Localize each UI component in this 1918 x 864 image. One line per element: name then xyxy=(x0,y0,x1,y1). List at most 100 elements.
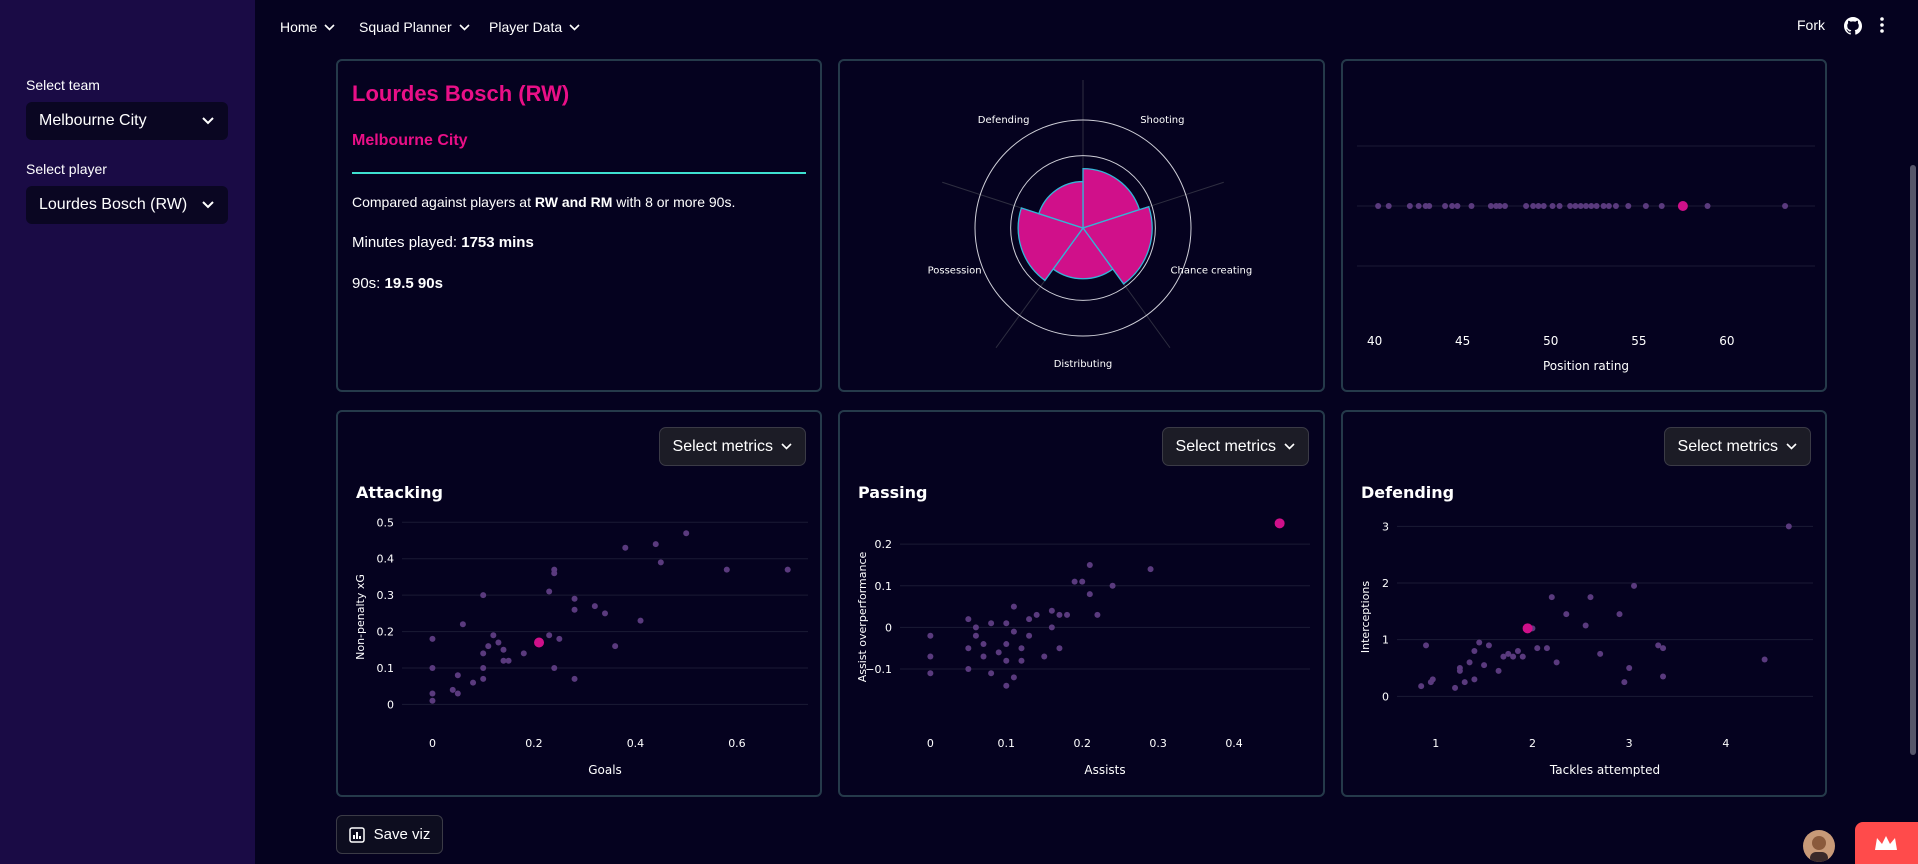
scatter-point xyxy=(723,566,730,573)
scatter-point xyxy=(1079,578,1086,585)
scatter-point xyxy=(612,643,619,650)
scatter-point xyxy=(1476,639,1483,646)
streamlit-badge[interactable] xyxy=(1855,822,1918,864)
save-viz-button[interactable]: Save viz xyxy=(336,815,443,854)
scatter-point xyxy=(972,632,979,639)
nav-squad-planner[interactable]: Squad Planner xyxy=(359,19,470,35)
scatter-point xyxy=(1631,582,1638,589)
save-viz-label: Save viz xyxy=(373,826,431,843)
scatter-point xyxy=(1418,683,1425,690)
rating-highlight-point xyxy=(1677,201,1688,211)
comparison-suffix: with 8 or more 90s. xyxy=(612,194,736,210)
scatter-point xyxy=(927,632,934,639)
avatar[interactable] xyxy=(1803,830,1835,862)
x-tick-label: 0 xyxy=(429,737,436,750)
scatter-point xyxy=(1505,650,1512,657)
highlight-point xyxy=(1522,623,1533,634)
radar-label: Chance creating xyxy=(1171,266,1253,277)
scatter-point xyxy=(1003,641,1010,648)
attacking-title: Attacking xyxy=(356,483,443,502)
scatter-point xyxy=(980,641,987,648)
scatter-point xyxy=(1534,645,1541,652)
defending-scatter: 0 1 2 3 1 2 3 4 Tackles attempted Interceptions xyxy=(1359,520,1813,777)
scatter-point xyxy=(965,616,972,623)
rating-point xyxy=(1375,203,1382,209)
scatter-point xyxy=(1587,594,1594,601)
select-metrics-defending[interactable]: Select metrics xyxy=(1663,427,1811,466)
scatter-point xyxy=(1471,676,1478,683)
scatter-point xyxy=(459,621,466,628)
scatter-point xyxy=(490,632,497,639)
scatter-point xyxy=(683,530,690,537)
scatter-point xyxy=(500,657,507,664)
top-nav: Home Squad Planner Player Data Fork xyxy=(255,0,1918,54)
more-menu-icon[interactable] xyxy=(1880,17,1884,33)
comparison-text: Compared against players at RW and RM wi… xyxy=(352,194,735,210)
scatter-point xyxy=(591,603,598,610)
scatter-point xyxy=(980,653,987,660)
rating-point xyxy=(1567,203,1574,209)
scatter-point xyxy=(1548,594,1555,601)
scatter-point xyxy=(1026,616,1033,623)
select-metrics-passing[interactable]: Select metrics xyxy=(1161,427,1309,466)
scatter-point xyxy=(784,566,791,573)
scatter-point xyxy=(1071,578,1078,585)
position-rating-card: 40 45 50 55 60 Position rating xyxy=(1341,59,1827,392)
x-tick-label: 0 xyxy=(927,737,934,750)
divider xyxy=(352,172,806,174)
y-tick-label: 1 xyxy=(1382,634,1389,647)
scatter-point xyxy=(1553,659,1560,666)
github-icon[interactable] xyxy=(1844,17,1862,35)
x-tick-label: 0.4 xyxy=(1225,737,1243,750)
x-tick-label: 0.2 xyxy=(525,737,543,750)
scatter-point xyxy=(1785,523,1792,530)
comparison-prefix: Compared against players at xyxy=(352,194,535,210)
scatter-point xyxy=(485,643,492,650)
scatter-point xyxy=(429,665,436,671)
y-tick-label: 3 xyxy=(1382,520,1389,533)
select-metrics-attacking[interactable]: Select metrics xyxy=(658,427,806,466)
rating-point xyxy=(1449,203,1456,209)
scatter-point xyxy=(1018,645,1025,652)
x-tick-label: 0.4 xyxy=(627,737,645,750)
radar-ring xyxy=(974,119,1192,337)
rating-point xyxy=(1704,203,1711,209)
select-player-label: Select player xyxy=(26,161,107,177)
scatter-point xyxy=(1660,645,1667,652)
attacking-scatter: 0 0.1 0.2 0.3 0.4 0.5 0 0.2 0.4 0.6 Goals Non-penal… xyxy=(354,516,808,777)
rating-point xyxy=(1642,203,1649,209)
scatter-point xyxy=(551,566,558,573)
rating-point xyxy=(1572,203,1579,209)
scatter-point xyxy=(571,675,578,682)
select-metrics-label: Select metrics xyxy=(1677,437,1778,455)
scatter-point xyxy=(1086,561,1093,568)
scatter-point xyxy=(1010,603,1017,610)
nav-home[interactable]: Home xyxy=(280,19,335,35)
rating-point xyxy=(1549,203,1556,209)
scatter-point xyxy=(1466,659,1473,666)
rating-point xyxy=(1782,203,1789,209)
select-metrics-label: Select metrics xyxy=(672,437,773,455)
player-name: Lourdes Bosch (RW) xyxy=(352,81,570,106)
scatter-point xyxy=(1147,566,1154,573)
player-select-value: Lourdes Bosch (RW) xyxy=(39,196,188,213)
scrollbar[interactable] xyxy=(1910,165,1916,755)
x-axis-label: Goals xyxy=(588,763,622,777)
defending-title: Defending xyxy=(1361,483,1455,502)
fork-link[interactable]: Fork xyxy=(1797,17,1825,33)
rating-point xyxy=(1540,203,1547,209)
rating-point xyxy=(1501,203,1508,209)
radar-card: Shooting Chance creating Distributing Posse… xyxy=(838,59,1325,392)
y-axis-label: Non-penalty xG xyxy=(354,574,367,660)
scatter-point xyxy=(1048,607,1055,614)
scatter-point xyxy=(1582,622,1589,629)
team-select[interactable]: Melbourne City xyxy=(26,102,228,140)
scatter-point xyxy=(1109,582,1116,589)
nav-player-data[interactable]: Player Data xyxy=(489,19,580,35)
scatter-point xyxy=(1048,624,1055,631)
player-select[interactable]: Lourdes Bosch (RW) xyxy=(26,186,228,224)
radar-wedge-distributing xyxy=(1052,226,1114,280)
x-tick-label: 40 xyxy=(1367,334,1382,348)
scatter-point xyxy=(1003,657,1010,664)
scatter-point xyxy=(1626,665,1633,671)
